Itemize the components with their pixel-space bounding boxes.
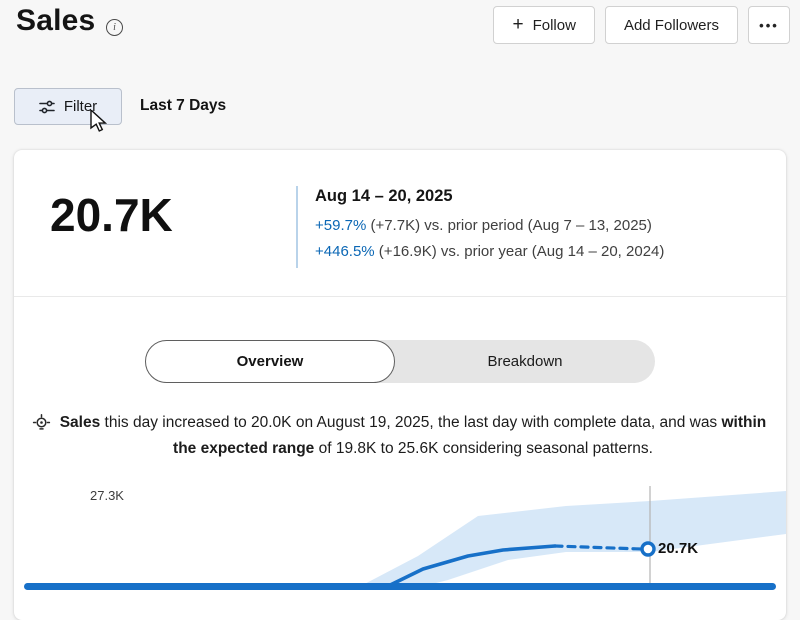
metric-detail-card: 20.7K Aug 14 – 20, 2025 +59.7% (+7.7K) v… xyxy=(14,150,786,620)
prior-period-delta: +59.7% (+7.7K) vs. prior period (Aug 7 –… xyxy=(315,213,664,239)
plus-icon: + xyxy=(512,13,524,35)
tab-breakdown[interactable]: Breakdown xyxy=(487,353,563,370)
prior-period-pct: +59.7% xyxy=(315,217,367,234)
filter-sliders-icon xyxy=(39,100,55,113)
add-followers-button[interactable]: Add Followers xyxy=(604,6,738,44)
insight-part1: this day increased to 20.0K on August 19… xyxy=(100,414,722,431)
vertical-divider xyxy=(296,186,298,268)
tab-overview[interactable]: Overview xyxy=(145,340,395,383)
expected-range-band xyxy=(353,491,786,590)
current-point-value-label: 20.7K xyxy=(658,540,699,557)
prior-year-delta: +446.5% (+16.9K) vs. prior year (Aug 14 … xyxy=(315,239,664,265)
insight-metric-name: Sales xyxy=(59,414,101,431)
insight-part2: of 19.8K to 25.6K considering seasonal p… xyxy=(314,440,653,457)
actual-sales-line xyxy=(378,544,557,590)
time-range-label: Last 7 Days xyxy=(140,97,227,114)
insight-narrative: Sales this day increased to 20.0K on Aug… xyxy=(58,410,768,462)
prior-year-text: (+16.9K) vs. prior year (Aug 14 – 20, 20… xyxy=(374,243,665,260)
app: { "header": { "title": "Sales", "buttons… xyxy=(14,4,790,590)
info-icon[interactable]: i xyxy=(106,19,123,36)
metric-current-value: 20.7K xyxy=(50,189,173,241)
add-followers-label: Add Followers xyxy=(623,16,719,34)
header-actions: + Follow Add Followers ••• xyxy=(493,6,790,44)
follow-button[interactable]: + Follow xyxy=(493,6,595,44)
filter-button-label: Filter xyxy=(63,98,98,115)
trend-chart[interactable] xyxy=(118,486,786,590)
filter-button[interactable]: Filter xyxy=(14,88,122,125)
current-point-marker[interactable] xyxy=(640,541,656,557)
forecast-sales-line xyxy=(553,544,643,551)
prior-year-pct: +446.5% xyxy=(315,243,375,260)
period-summary: Aug 14 – 20, 2025 +59.7% (+7.7K) vs. pri… xyxy=(315,185,664,265)
horizontal-divider xyxy=(14,296,786,297)
more-icon: ••• xyxy=(759,17,779,33)
period-label: Aug 14 – 20, 2025 xyxy=(315,187,453,205)
follow-button-label: Follow xyxy=(532,16,576,34)
insight-highlight: within the expected range xyxy=(173,414,767,457)
chart-baseline-bar xyxy=(24,583,776,590)
insight-bulb-icon xyxy=(32,414,51,430)
prior-period-text: (+7.7K) vs. prior period (Aug 7 – 13, 20… xyxy=(366,217,652,234)
y-axis-tick-label: 27.3K xyxy=(90,488,124,503)
view-tabs: Overview Breakdown xyxy=(145,340,655,383)
page-title: Sales xyxy=(16,4,96,37)
more-options-button[interactable]: ••• xyxy=(748,6,790,44)
